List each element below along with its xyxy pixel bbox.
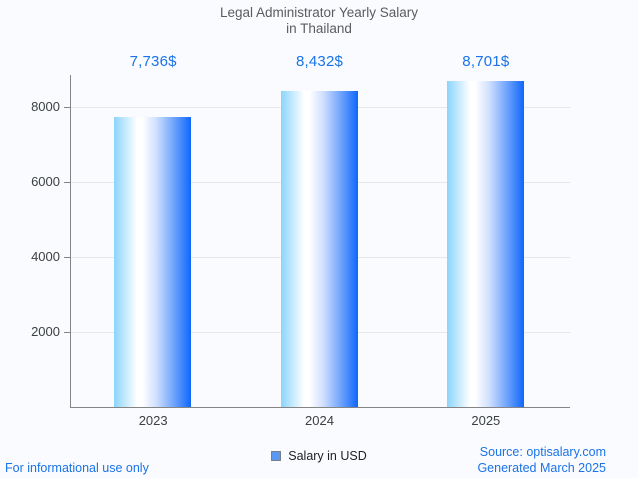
chart-title-line2: in Thailand	[286, 21, 352, 36]
y-axis-label-2000: 2000	[31, 323, 60, 339]
footer-source-link[interactable]: Source: optisalary.com	[479, 445, 606, 459]
plot-area	[70, 75, 570, 408]
legend: Salary in USD	[0, 449, 638, 463]
y-axis-tick-8000	[64, 106, 70, 109]
x-axis-label-2023: 2023	[138, 413, 168, 428]
x-axis-label-2024: 2024	[305, 413, 334, 428]
bar-value-label-2025: 8,701$	[462, 53, 510, 70]
y-axis-tick-4000	[64, 256, 70, 259]
chart-title-line1: Legal Administrator Yearly Salary	[219, 5, 419, 20]
legend-label: Salary in USD	[288, 449, 367, 463]
y-axis-label-6000: 6000	[31, 173, 60, 189]
bar-value-label-2024: 8,432$	[295, 53, 344, 70]
y-axis-tick-2000	[64, 331, 70, 334]
y-axis-label-4000: 4000	[31, 248, 60, 264]
bar-value-label-2023: 7,736$	[129, 53, 177, 70]
bar-2024[interactable]	[280, 90, 358, 407]
footer-disclaimer: For informational use only	[5, 461, 149, 475]
bar-2023[interactable]	[114, 116, 192, 407]
bar-2025[interactable]	[446, 80, 524, 407]
y-axis-label-8000: 8000	[31, 98, 60, 114]
x-axis-label-2025: 2025	[471, 413, 501, 428]
chart-title: Legal Administrator Yearly Salary in Tha…	[0, 5, 638, 37]
legend-swatch-icon	[271, 451, 282, 461]
footer-generated-date: Generated March 2025	[477, 461, 606, 475]
y-axis-tick-6000	[64, 181, 70, 184]
footer-source-block: Source: optisalary.com Generated March 2…	[477, 444, 606, 476]
